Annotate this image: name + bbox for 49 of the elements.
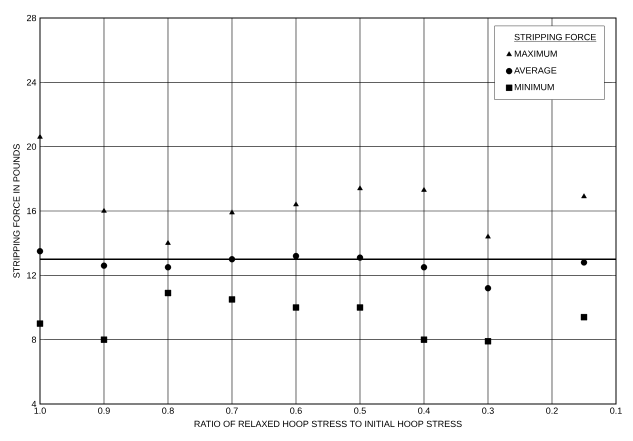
point: [581, 193, 587, 198]
x-tick-label: 1.0: [34, 408, 46, 414]
x-tick-label: 0.5: [354, 408, 366, 414]
point: [164, 290, 172, 296]
point: [420, 336, 428, 343]
x-tick-label: 0.8: [162, 408, 174, 414]
point: [293, 201, 299, 206]
y-tick-label: 4: [32, 400, 36, 408]
x-tick-label: 0.4: [418, 408, 430, 414]
legend-label: MAXIMUM: [514, 50, 557, 57]
point: [484, 338, 492, 344]
point: [357, 185, 363, 190]
point: [485, 234, 491, 238]
x-tick-label: 0.2: [546, 408, 558, 414]
point: [228, 296, 236, 303]
point: [100, 336, 108, 343]
point: [36, 248, 44, 254]
x-tick-label: 0.6: [290, 408, 302, 414]
point: [228, 256, 236, 262]
point: [101, 208, 107, 213]
x-tick-label: 0.7: [226, 408, 238, 414]
point: [484, 285, 492, 292]
y-tick-label: 28: [26, 14, 36, 22]
legend-label: MINIMUM: [514, 84, 554, 90]
point: [165, 240, 171, 245]
point: [100, 262, 108, 269]
x-axis-title: RATIO OF RELAXED HOOP STRESS TO INITIAL HOOP STRESS: [194, 420, 462, 428]
point: [420, 264, 428, 270]
y-axis-title: STRIPPING FORCE IN POUNDS: [13, 144, 20, 278]
point: [164, 264, 172, 270]
x-tick-label: 0.9: [98, 408, 110, 414]
point: [292, 304, 300, 311]
point: [229, 209, 235, 214]
point: [356, 304, 364, 311]
y-tick-label: 24: [26, 79, 36, 86]
x-tick-label: 0.1: [610, 408, 622, 414]
point: [36, 320, 44, 327]
legend-label: AVERAGE: [514, 67, 556, 74]
point: [580, 314, 588, 320]
point: [421, 186, 427, 192]
x-tick-label: 0.3: [482, 408, 494, 414]
legend-title: STRIPPING FORCE: [514, 34, 596, 40]
point: [580, 259, 588, 266]
point: [356, 254, 364, 261]
y-tick-label: 20: [26, 143, 36, 150]
y-tick-label: 16: [27, 208, 36, 214]
y-tick-label: 12: [27, 272, 36, 278]
point: [292, 252, 300, 260]
y-tick-label: 8: [32, 336, 36, 343]
